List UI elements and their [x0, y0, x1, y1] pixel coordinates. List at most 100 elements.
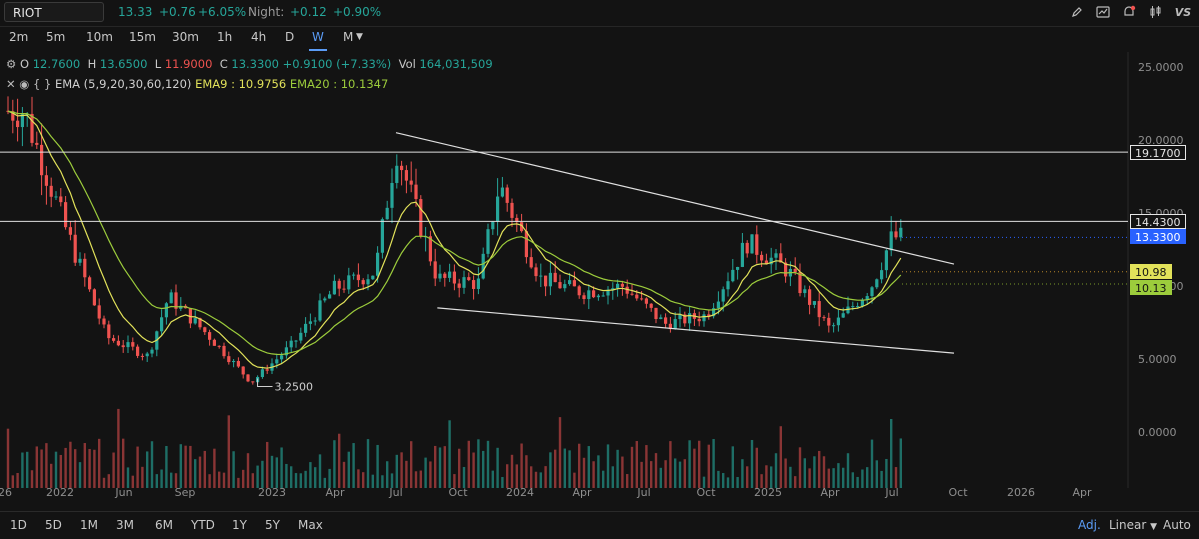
candle-body	[784, 262, 788, 277]
candle-body	[553, 272, 557, 283]
candle-body	[304, 323, 308, 333]
volume-bar	[899, 438, 902, 488]
volume-bar	[434, 445, 437, 488]
volume-bar	[285, 463, 288, 488]
candle-body	[318, 300, 322, 321]
range-1d[interactable]: 1D	[10, 518, 27, 532]
range-1y[interactable]: 1Y	[232, 518, 247, 532]
interval-5m[interactable]: 5m	[46, 30, 66, 44]
volume-bar	[69, 441, 72, 488]
candle-body	[880, 270, 884, 280]
volume-bar	[342, 461, 346, 488]
volume-bar	[59, 454, 62, 488]
vs-compare-icon[interactable]: VS	[1174, 5, 1192, 19]
range-5y[interactable]: 5Y	[265, 518, 280, 532]
candle-body	[505, 187, 509, 203]
candle-body	[337, 280, 341, 289]
volume-bar	[726, 477, 730, 488]
time-axis-label: 2025	[754, 486, 782, 499]
volume-bar	[189, 445, 192, 488]
candle-body	[616, 283, 620, 289]
chart-image-icon[interactable]	[1095, 4, 1111, 20]
candle-body	[92, 289, 96, 306]
volume-bar	[558, 417, 562, 488]
trendline	[395, 132, 955, 265]
candle-body	[241, 366, 245, 375]
range-ytd[interactable]: YTD	[191, 518, 215, 532]
volume-bar	[722, 473, 725, 488]
range-max[interactable]: Max	[298, 518, 323, 532]
volume-bar	[150, 441, 154, 488]
volume-bar	[208, 474, 211, 488]
candle-body	[443, 273, 447, 278]
volume-bar	[126, 467, 130, 488]
interval-15m[interactable]: 15m	[129, 30, 156, 44]
range-6m[interactable]: 6M	[155, 518, 173, 532]
ema9-price-tag: 10.98	[1130, 264, 1172, 280]
candle-body	[236, 360, 240, 367]
range-5d[interactable]: 5D	[45, 518, 62, 532]
interval-m[interactable]: M	[343, 30, 354, 44]
candle-body	[380, 219, 384, 253]
scale-select[interactable]: Linear ▼	[1109, 518, 1157, 532]
range-1m[interactable]: 1M	[80, 518, 98, 532]
volume-bar	[880, 470, 883, 488]
adjusted-toggle[interactable]: Adj.	[1078, 518, 1101, 532]
night-change: +0.12	[290, 5, 327, 19]
candle-body	[889, 231, 893, 251]
candle-body	[289, 340, 293, 348]
volume-bar	[712, 439, 715, 488]
night-change-percent: +0.90%	[333, 5, 382, 19]
interval-30m[interactable]: 30m	[172, 30, 199, 44]
auto-scale-toggle[interactable]: Auto	[1163, 518, 1191, 532]
visibility-icon[interactable]: ◉	[19, 77, 30, 91]
candles-icon[interactable]	[1147, 4, 1163, 20]
candle-body	[179, 305, 183, 309]
candle-body	[126, 342, 130, 348]
volume-bar	[227, 415, 230, 488]
interval-bar: 2m 5m 10m 15m 30m 1h 4h D W M ▼	[0, 27, 1199, 51]
candle-body	[284, 347, 288, 356]
horizontal-line-tag: 14.4300	[1130, 213, 1186, 229]
candle-body	[409, 180, 413, 185]
bottom-toolbar: 1D 5D 1M 3M 6M YTD 1Y 5Y Max Adj. Linear ▼ Auto	[0, 511, 1199, 539]
interval-w[interactable]: W	[312, 30, 324, 44]
candle-body	[606, 289, 610, 296]
code-icon[interactable]: { }	[33, 77, 52, 91]
volume-bar	[232, 451, 235, 488]
volume-bar	[462, 466, 466, 488]
alert-bell-icon[interactable]	[1121, 4, 1137, 20]
time-axis-label: Oct	[696, 486, 716, 499]
volume-bar	[26, 451, 29, 488]
candle-body	[640, 298, 644, 300]
symbol-input[interactable]: RIOT	[4, 2, 104, 22]
candle-body	[169, 292, 173, 304]
interval-10m[interactable]: 10m	[86, 30, 113, 44]
volume-bar	[496, 447, 499, 488]
interval-4h[interactable]: 4h	[251, 30, 267, 44]
interval-2m[interactable]: 2m	[9, 30, 29, 44]
candle-body	[577, 286, 581, 296]
top-toolbar: RIOT 13.33 +0.76 +6.05% Night: +0.12 +0.…	[0, 0, 1199, 27]
volume-bar	[616, 449, 619, 488]
candle-body	[678, 314, 682, 320]
volume-bar	[78, 462, 82, 488]
candle-body	[856, 306, 860, 308]
caret-down-icon: ▼	[1150, 522, 1158, 532]
candle-body	[433, 261, 437, 279]
volume-bar	[784, 458, 787, 488]
settings-icon[interactable]: ⚙	[6, 57, 17, 71]
interval-d[interactable]: D	[285, 30, 295, 44]
range-3m[interactable]: 3M	[116, 518, 134, 532]
pencil-icon[interactable]	[1069, 4, 1085, 20]
candle-body	[587, 290, 591, 300]
interval-more-icon[interactable]: ▼	[356, 32, 363, 42]
candle-body	[68, 227, 72, 235]
high-label: H	[87, 57, 97, 71]
volume-bar	[539, 472, 542, 488]
volume-label: Vol	[398, 57, 416, 71]
interval-1h[interactable]: 1h	[217, 30, 233, 44]
candle-body	[884, 250, 888, 271]
price-chart[interactable]: 25.000020.000015.000010.00005.00000.0000…	[0, 52, 1199, 510]
close-study-icon[interactable]: ✕	[6, 77, 16, 91]
